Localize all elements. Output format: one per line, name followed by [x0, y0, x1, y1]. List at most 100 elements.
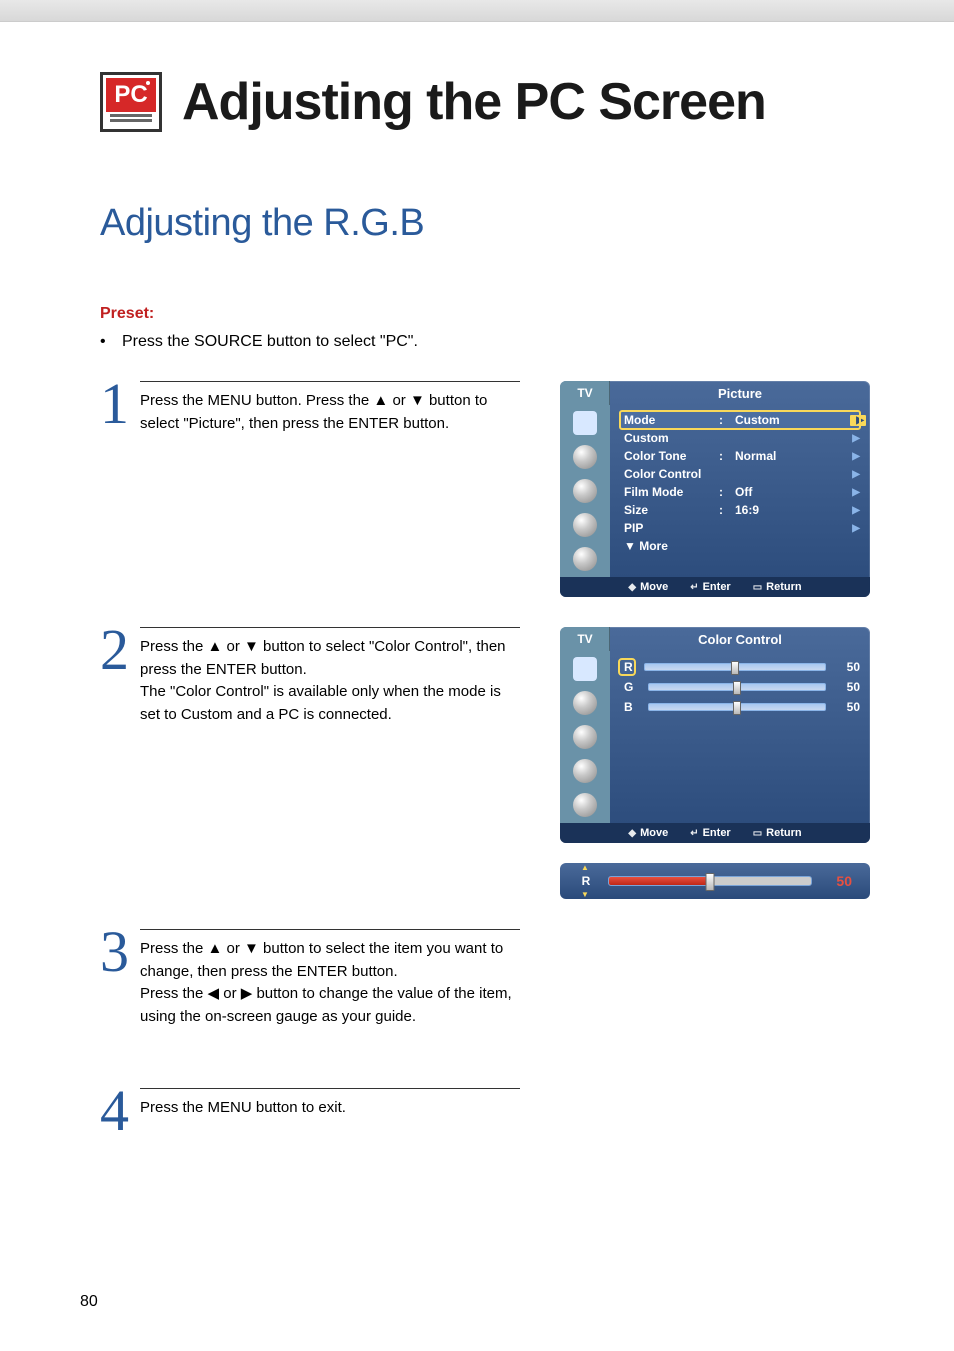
- slider-thumb: [733, 701, 741, 715]
- chevron-right-icon: ▶: [844, 487, 860, 498]
- page-subtitle: Adjusting the R.G.B: [100, 202, 894, 245]
- step-text: Press the MENU button. Press the ▲ or ▼ …: [140, 381, 520, 435]
- r-gauge-thumb: [706, 873, 715, 891]
- color-channel-row: G50: [624, 677, 860, 697]
- step-row: 3 Press the ▲ or ▼ button to select the …: [100, 929, 894, 1028]
- osd-color-control-panel: TV Color Control R50G50B50 ◆Move ↵Enter …: [560, 627, 870, 843]
- step-row: 2 Press the ▲ or ▼ button to select "Col…: [100, 627, 894, 899]
- channel-slider: [644, 663, 826, 671]
- step-number: 4: [100, 1088, 140, 1134]
- page-header: PC Adjusting the PC Screen: [100, 72, 894, 132]
- channel-slider: [648, 683, 826, 691]
- manual-page: PC Adjusting the PC Screen Adjusting the…: [0, 22, 954, 1351]
- osd-menu-item: Size:16:9▶: [624, 501, 860, 519]
- chevron-right-icon: ▶: [844, 451, 860, 462]
- osd-menu-item: ▼ More: [624, 537, 860, 555]
- step-row: 1 Press the MENU button. Press the ▲ or …: [100, 381, 894, 597]
- pc-badge-label: PC: [106, 78, 156, 112]
- osd-category-icon: [573, 513, 597, 537]
- menu-item-label: Color Control: [624, 467, 719, 481]
- osd-sidebar-icons: [560, 405, 610, 577]
- osd-menu-item: Mode:Custom▶: [620, 411, 860, 429]
- osd-tv-label: TV: [560, 381, 610, 405]
- footer-return: Return: [766, 581, 801, 593]
- osd-category-icon: [573, 759, 597, 783]
- channel-value: 50: [836, 680, 860, 694]
- osd-category-icon: [573, 725, 597, 749]
- preset-text-content: Press the SOURCE button to select "PC".: [122, 333, 418, 350]
- menu-item-value: Normal: [727, 449, 844, 463]
- osd-r-gauge: R 50: [560, 863, 870, 899]
- osd-sidebar-icons: [560, 651, 610, 823]
- chevron-right-icon: ▶: [844, 505, 860, 516]
- step-row: 4 Press the MENU button to exit.: [100, 1088, 894, 1134]
- r-gauge-track: [608, 876, 812, 886]
- slider-thumb: [731, 661, 739, 675]
- slider-thumb: [733, 681, 741, 695]
- footer-enter: Enter: [703, 827, 731, 839]
- step-text: Press the ▲ or ▼ button to select "Color…: [140, 627, 520, 726]
- menu-item-label: PIP: [624, 521, 719, 535]
- osd-menu-list: Mode:Custom▶Custom▶Color Tone:Normal▶Col…: [610, 405, 870, 577]
- osd-category-icon: [573, 445, 597, 469]
- page-number: 80: [80, 1293, 98, 1311]
- channel-label: R: [620, 660, 634, 674]
- return-icon: ▭: [753, 582, 762, 593]
- footer-move: Move: [640, 827, 668, 839]
- channel-label: B: [624, 700, 638, 714]
- step-text: Press the ▲ or ▼ button to select the it…: [140, 929, 520, 1028]
- osd-category-icon: [573, 657, 597, 681]
- keyboard-icon: [106, 112, 156, 126]
- chevron-right-icon: ▶: [844, 433, 860, 444]
- color-channel-row: B 50: [624, 697, 860, 717]
- move-icon: ◆: [628, 582, 636, 593]
- osd-menu-item: Color Control ▶: [624, 465, 860, 483]
- r-gauge-fill: [609, 877, 710, 885]
- osd-footer: ◆ Move ↵ Enter ▭ Return: [560, 577, 870, 597]
- footer-move: Move: [640, 581, 668, 593]
- enter-icon: ↵: [690, 828, 698, 839]
- r-gauge-value: 50: [826, 873, 852, 889]
- chevron-right-icon: ▶: [850, 415, 866, 426]
- osd-picture-panel: TV Picture Mode:Custom▶Custom▶Color Tone…: [560, 381, 870, 597]
- step-text: Press the MENU button to exit.: [140, 1088, 520, 1120]
- osd-category-icon: [573, 479, 597, 503]
- step-number: 3: [100, 929, 140, 975]
- preset-label: Preset:: [100, 305, 894, 323]
- osd-category-icon: [573, 547, 597, 571]
- osd-title: Color Control: [610, 627, 870, 651]
- footer-return: Return: [766, 827, 801, 839]
- menu-item-value: 16:9: [727, 503, 844, 517]
- channel-slider: [648, 703, 826, 711]
- osd-category-icon: [573, 411, 597, 435]
- step-number: 2: [100, 627, 140, 673]
- osd-slider-list: R50G50B50: [610, 651, 870, 823]
- menu-item-label: Mode: [624, 413, 719, 427]
- preset-text: •Press the SOURCE button to select "PC".: [100, 333, 894, 351]
- menu-item-label: Film Mode: [624, 485, 719, 499]
- osd-tv-label: TV: [560, 627, 610, 651]
- osd-title: Picture: [610, 381, 870, 405]
- osd-menu-item: PIP ▶: [624, 519, 860, 537]
- osd-menu-item: Film Mode:Off▶: [624, 483, 860, 501]
- chevron-right-icon: ▶: [844, 469, 860, 480]
- menu-item-value: Off: [727, 485, 844, 499]
- menu-item-value: Custom: [727, 413, 850, 427]
- menu-item-label: Custom: [624, 431, 719, 445]
- r-gauge-label: R: [578, 874, 594, 888]
- window-top-bar: [0, 0, 954, 22]
- menu-item-label: Color Tone: [624, 449, 719, 463]
- channel-value: 50: [836, 660, 860, 674]
- osd-category-icon: [573, 793, 597, 817]
- pc-badge-icon: PC: [100, 72, 162, 132]
- return-icon: ▭: [753, 828, 762, 839]
- page-title: Adjusting the PC Screen: [182, 72, 766, 132]
- channel-value: 50: [836, 700, 860, 714]
- menu-item-label: Size: [624, 503, 719, 517]
- menu-item-label: ▼ More: [624, 539, 719, 553]
- step-number: 1: [100, 381, 140, 427]
- color-channel-row: R50: [624, 657, 860, 677]
- footer-enter: Enter: [703, 581, 731, 593]
- chevron-right-icon: ▶: [844, 523, 860, 534]
- enter-icon: ↵: [690, 582, 698, 593]
